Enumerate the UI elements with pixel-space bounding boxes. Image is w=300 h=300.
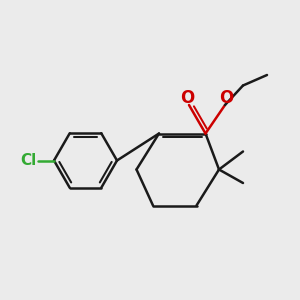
Text: O: O bbox=[180, 89, 195, 107]
Text: O: O bbox=[219, 89, 234, 107]
Text: Cl: Cl bbox=[21, 153, 37, 168]
